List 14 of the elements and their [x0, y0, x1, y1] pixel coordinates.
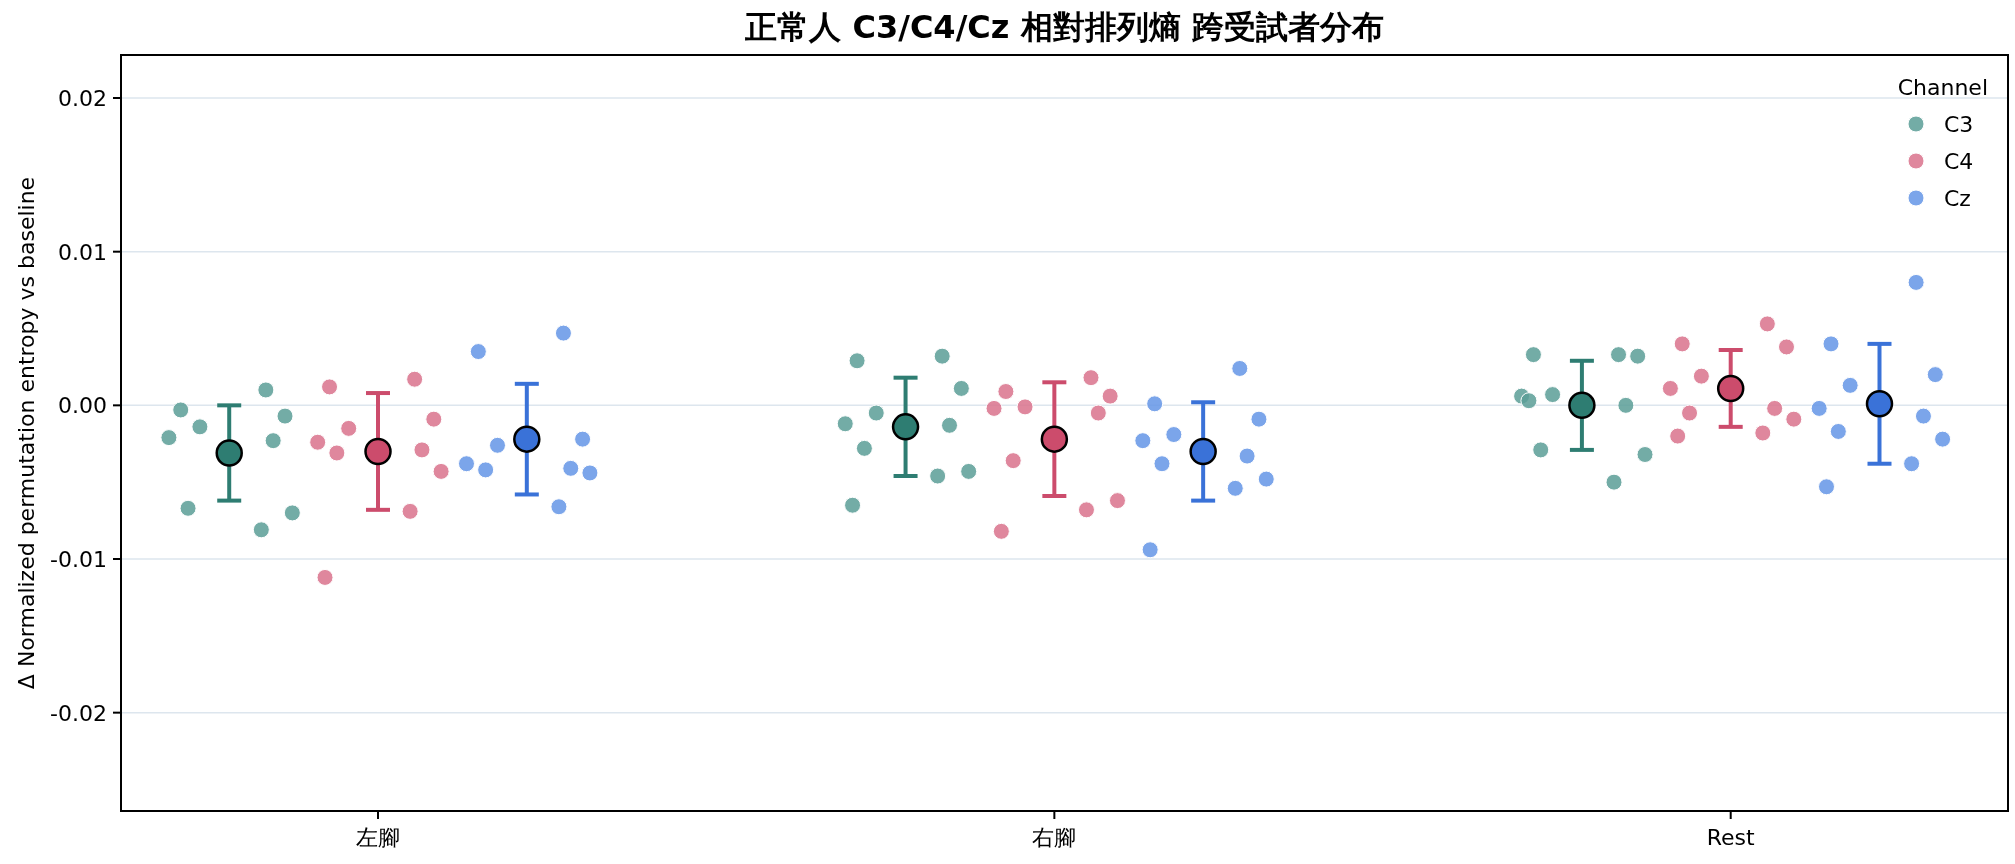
y-tick-label: -0.02: [50, 700, 107, 726]
chart-title: 正常人 C3/C4/Cz 相對排列熵 跨受試者分布: [744, 8, 1384, 46]
y-tick-label: -0.01: [50, 547, 107, 572]
x-tick-label: 右腳: [1032, 825, 1077, 850]
y-axis-title: Δ Normalized permutation entropy vs baseline: [14, 176, 39, 690]
legend-label: Cz: [1944, 186, 1971, 211]
legend-title: Channel: [1897, 75, 1988, 100]
x-tick-label: Rest: [1706, 825, 1756, 850]
legend-label: C3: [1944, 112, 1974, 137]
y-tick-label: 0.02: [58, 86, 107, 112]
y-tick-label: 0.00: [58, 393, 107, 419]
x-tick-label: 左腳: [356, 825, 401, 850]
legend-label: C4: [1944, 149, 1974, 174]
y-tick-label: 0.01: [58, 239, 107, 265]
